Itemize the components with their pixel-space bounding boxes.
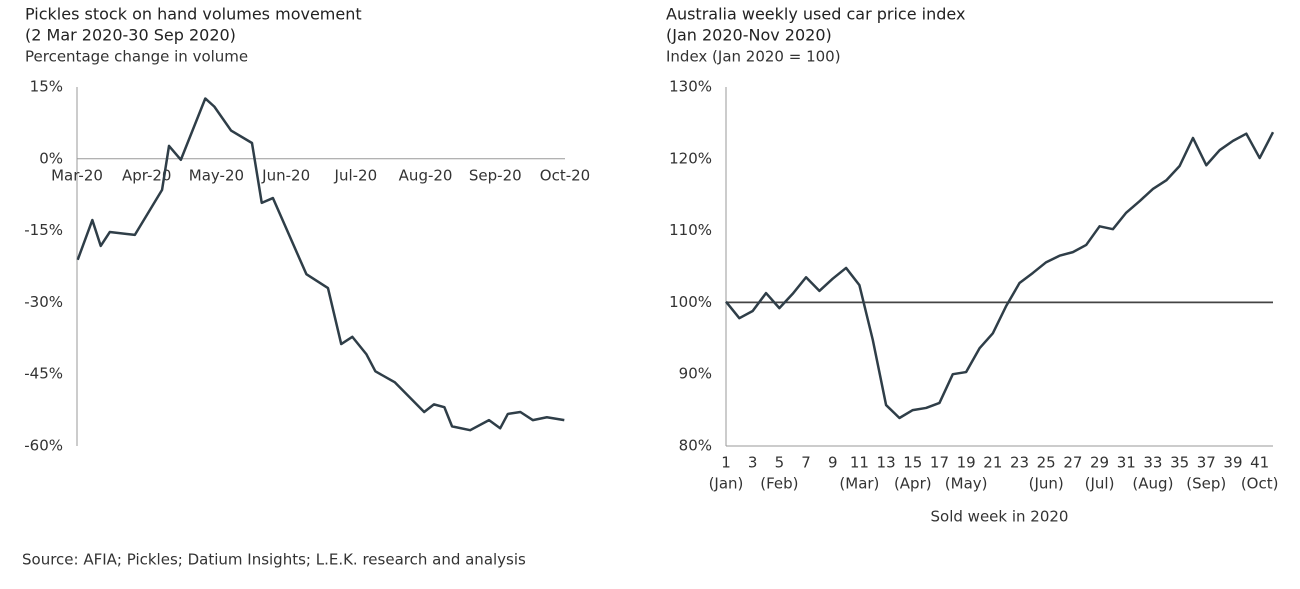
x-tick-label: 5 — [775, 454, 785, 472]
x-tick-label: 15 — [903, 454, 922, 472]
line-series — [76, 97, 565, 432]
y-tick-label: 90% — [679, 365, 712, 383]
month-label: (Jan) — [709, 475, 744, 493]
x-tick-label: Mar-20 — [51, 166, 103, 184]
month-label: (Oct) — [1241, 475, 1279, 493]
x-tick-label: 35 — [1170, 454, 1189, 472]
month-label: (Apr) — [894, 475, 932, 493]
y-tick-label: -60% — [24, 437, 63, 455]
x-tick-label: Sep-20 — [469, 166, 522, 184]
month-label: (Jul) — [1085, 475, 1115, 493]
x-tick-label: Apr-20 — [122, 166, 172, 184]
x-tick-label: 7 — [801, 454, 811, 472]
month-label: (May) — [945, 475, 988, 493]
x-tick-label: 31 — [1117, 454, 1136, 472]
month-label: (Feb) — [760, 475, 798, 493]
month-label: (Sep) — [1186, 475, 1226, 493]
y-tick-label: -45% — [24, 365, 63, 383]
x-tick-label: 17 — [930, 454, 949, 472]
x-tick-label: Jun-20 — [261, 166, 310, 184]
x-tick-label: 41 — [1250, 454, 1269, 472]
y-tick-label: -15% — [24, 221, 63, 239]
y-tick-label: 120% — [669, 149, 712, 167]
x-tick-label: 19 — [957, 454, 976, 472]
y-tick-label: 80% — [679, 437, 712, 455]
y-tick-label: 130% — [669, 78, 712, 96]
x-tick-label: 37 — [1197, 454, 1216, 472]
chart-subtitle: (Jan 2020-Nov 2020) — [666, 26, 832, 45]
month-label: (Jun) — [1029, 475, 1064, 493]
month-label: (Mar) — [839, 475, 879, 493]
y-axis-label: Percentage change in volume — [25, 48, 248, 66]
chart-title: Pickles stock on hand volumes movement — [25, 5, 362, 24]
y-tick-label: 100% — [669, 293, 712, 311]
x-tick-label: Jul-20 — [334, 166, 378, 184]
x-tick-label: 33 — [1143, 454, 1162, 472]
source-note: Source: AFIA; Pickles; Datium Insights; … — [22, 551, 526, 569]
x-tick-label: Aug-20 — [399, 166, 453, 184]
line-series — [725, 131, 1275, 420]
x-tick-label: May-20 — [189, 166, 244, 184]
x-tick-label: 39 — [1223, 454, 1242, 472]
x-tick-label: 13 — [877, 454, 896, 472]
x-tick-label: 25 — [1037, 454, 1056, 472]
y-tick-label: -30% — [24, 293, 63, 311]
chart-title: Australia weekly used car price index — [666, 5, 965, 24]
x-tick-label: Oct-20 — [540, 166, 590, 184]
y-axis-label: Index (Jan 2020 = 100) — [666, 48, 841, 66]
y-tick-label: 15% — [30, 78, 63, 96]
x-tick-label: 3 — [748, 454, 758, 472]
x-tick-label: 1 — [721, 454, 731, 472]
x-tick-label: 9 — [828, 454, 838, 472]
x-tick-label: 21 — [983, 454, 1002, 472]
x-axis-label: Sold week in 2020 — [931, 508, 1069, 526]
y-tick-label: 0% — [39, 149, 63, 167]
x-tick-label: 29 — [1090, 454, 1109, 472]
chart-subtitle: (2 Mar 2020-30 Sep 2020) — [25, 26, 236, 45]
month-label: (Aug) — [1132, 475, 1173, 493]
y-tick-label: 110% — [669, 221, 712, 239]
x-tick-label: 11 — [850, 454, 869, 472]
x-tick-label: 23 — [1010, 454, 1029, 472]
x-tick-label: 27 — [1063, 454, 1082, 472]
